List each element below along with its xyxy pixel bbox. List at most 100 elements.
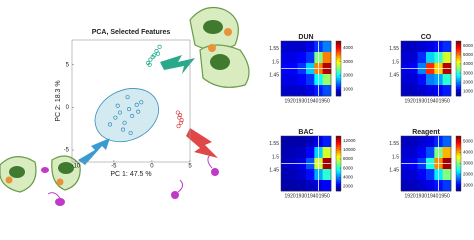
colorbar-step — [336, 143, 341, 146]
colorbar-tick-label: 4000 — [463, 61, 474, 66]
heat-cell — [281, 52, 290, 64]
colorbar-step — [336, 187, 341, 190]
y-tick-label: 1.45 — [389, 167, 399, 173]
colorbar-step — [456, 83, 461, 86]
x-tick-label: 1940 — [427, 193, 438, 199]
colorbar-step — [456, 79, 461, 82]
heat-cell — [289, 136, 298, 148]
colorbar-step — [456, 161, 461, 164]
colorbar-step — [336, 148, 341, 151]
heat-cell — [281, 136, 290, 148]
colorbar-step — [336, 161, 341, 164]
colorbar-tick-label: 2000 — [343, 73, 354, 78]
colorbar-step — [456, 53, 461, 56]
colorbar-step — [456, 148, 461, 151]
colorbar-tick-label: 3000 — [343, 59, 354, 64]
point — [115, 103, 120, 108]
x-tick-label: 1950 — [319, 98, 330, 104]
decoration — [0, 7, 250, 206]
x-tick-label: 1930 — [296, 98, 307, 104]
colorbar-step — [456, 145, 461, 148]
x-tick-label: 1940 — [307, 193, 318, 199]
colorbar-step — [336, 167, 341, 170]
colorbar-step — [336, 48, 341, 51]
colorbar-step — [456, 70, 461, 73]
colorbar-step — [456, 50, 461, 53]
heat-cell — [306, 41, 315, 53]
point — [127, 107, 132, 112]
heat-cell — [401, 136, 410, 148]
chart-title: DUN — [298, 34, 313, 41]
heat-cell — [306, 52, 315, 64]
heat-cell — [442, 85, 452, 97]
heat-cell — [442, 180, 452, 192]
colorbar-step — [456, 57, 461, 60]
heat-cell — [281, 74, 290, 86]
heat-cell — [409, 147, 418, 159]
colorbar-step — [336, 174, 341, 177]
colorbar-step — [336, 169, 341, 172]
colorbar-step — [456, 163, 461, 166]
heat-cell — [297, 136, 307, 148]
colorbar-step — [456, 44, 461, 47]
heat-cell — [417, 41, 427, 53]
colorbar-step — [336, 77, 341, 80]
colorbar-step — [336, 79, 341, 82]
colorbar-step — [336, 147, 341, 150]
heat-cell — [417, 169, 427, 181]
colorbar-step — [336, 42, 341, 45]
colorbar-step — [456, 158, 461, 161]
colorbar-tick-label: 6000 — [463, 43, 474, 48]
point — [108, 122, 113, 127]
point — [150, 55, 155, 60]
x-tick-label: 1920 — [285, 98, 296, 104]
colorbar-step — [456, 59, 461, 62]
heat-cell — [306, 136, 315, 148]
heat-cell — [306, 169, 315, 181]
colorbar-step — [336, 145, 341, 148]
colorbar-step — [336, 85, 341, 88]
colorbar-tick-label: 3000 — [463, 70, 474, 75]
heat-cell — [401, 52, 410, 64]
x-tick-label: 1920 — [285, 193, 296, 199]
colorbar-tick-label: 5000 — [463, 139, 474, 144]
colorbar-step — [336, 70, 341, 73]
colorbar-step — [456, 136, 461, 139]
plot-frame — [280, 135, 332, 192]
colorbar-frame — [335, 135, 342, 192]
heat-cell — [426, 41, 435, 53]
colorbar-step — [456, 61, 461, 64]
heat-cell — [426, 74, 435, 86]
colorbar-step — [336, 180, 341, 183]
colorbar-step — [336, 94, 341, 97]
heat-cell — [306, 85, 315, 97]
colorbar-step — [456, 147, 461, 150]
colorbar-step — [456, 185, 461, 188]
heat-cell — [442, 147, 452, 159]
heat-cell — [289, 147, 298, 159]
point — [130, 113, 135, 118]
point — [136, 109, 141, 114]
heat-cell — [289, 180, 298, 192]
point — [128, 130, 133, 136]
heat-cell — [322, 147, 332, 159]
colorbar-step — [336, 74, 341, 77]
heat-cell — [417, 147, 427, 159]
colorbar-step — [336, 183, 341, 186]
heat-cell — [281, 85, 290, 97]
x-tick-label: -10 — [71, 164, 80, 170]
y-axis-label: PC 2: 18.3 % — [55, 80, 62, 121]
x-tick-label: 1950 — [439, 193, 450, 199]
colorbar-step — [336, 150, 341, 153]
heat-cell — [409, 136, 418, 148]
y-tick-label: 1.5 — [392, 59, 399, 65]
colorbar-step — [336, 185, 341, 188]
point — [120, 127, 126, 132]
heat-cell — [297, 85, 307, 97]
colorbar-step — [336, 156, 341, 159]
heat-cell — [409, 74, 418, 86]
heat-cell — [281, 147, 290, 159]
heat-cell — [289, 169, 298, 181]
heat-cell — [322, 169, 332, 181]
colorbar-step — [456, 55, 461, 58]
